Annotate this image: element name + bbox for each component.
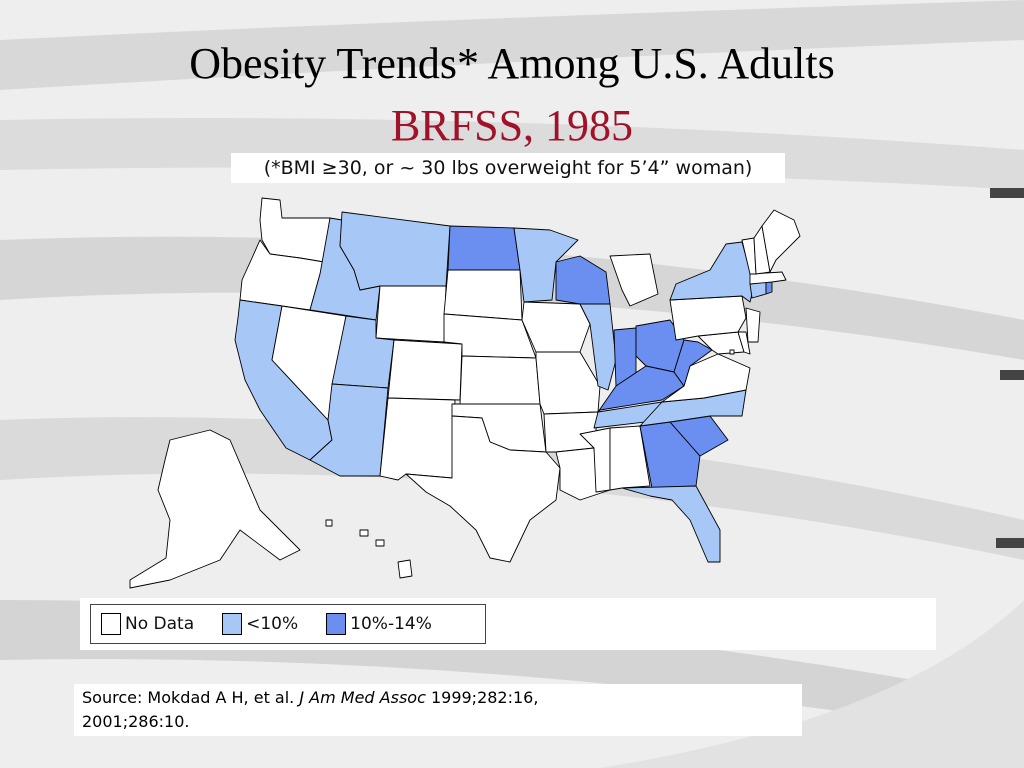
state-me — [761, 209, 801, 273]
legend-swatch-no-data — [101, 613, 121, 635]
state-nm — [379, 397, 456, 481]
state-mo — [535, 351, 601, 415]
state-ct — [749, 281, 767, 299]
legend-label-10-14: 10%-14% — [350, 614, 432, 634]
state-va — [661, 353, 751, 403]
state-fl — [621, 485, 721, 563]
slide-title-year: BRFSS, 1985 — [390, 101, 634, 150]
legend-label-lt10: <10% — [246, 614, 299, 634]
state-hi — [325, 519, 413, 579]
state-sd — [443, 269, 523, 321]
legend-item-no-data: No Data — [101, 613, 194, 635]
legend-item-10-14: 10%-14% — [326, 613, 432, 635]
slide-title: Obesity Trends* Among U.S. Adults — [189, 39, 835, 88]
source-citation: Source: Mokdad A H, et al. J Am Med Asso… — [74, 684, 802, 736]
state-wi — [555, 255, 611, 305]
state-mt — [339, 211, 451, 291]
state-ri — [765, 281, 773, 295]
state-mn — [513, 227, 579, 303]
state-ms — [579, 427, 611, 493]
state-ks — [459, 355, 541, 405]
state-ma — [749, 271, 787, 285]
state-il — [579, 303, 617, 391]
state-nd — [447, 225, 521, 271]
source-suffix: 1999;282:16, — [425, 688, 539, 707]
state-mi — [609, 253, 659, 307]
state-ak — [129, 429, 301, 589]
legend-item-lt10: <10% — [222, 613, 298, 635]
state-dc — [729, 349, 735, 355]
state-tx — [405, 415, 561, 563]
state-ia — [521, 301, 591, 353]
state-nj — [745, 307, 761, 343]
legend-label-no-data: No Data — [125, 614, 195, 634]
state-de — [737, 331, 751, 355]
source-prefix: Source: Mokdad A H, et al. — [82, 688, 300, 707]
legend: No Data <10% 10%-14% — [90, 604, 486, 644]
state-wy — [375, 285, 447, 343]
state-az — [309, 383, 389, 477]
bmi-definition-note: (*BMI ≥30, or ~ 30 lbs overweight for 5’… — [231, 153, 785, 183]
state-al — [609, 425, 651, 491]
state-co — [387, 339, 463, 401]
us-state-map — [129, 197, 801, 589]
us-state-map-panel — [110, 190, 830, 590]
legend-swatch-10-14 — [326, 613, 347, 635]
legend-panel: No Data <10% 10%-14% — [80, 598, 936, 650]
source-line2: 2001;286:10. — [82, 712, 190, 731]
state-wa — [259, 197, 331, 263]
legend-swatch-lt10 — [222, 613, 243, 635]
state-ny — [669, 241, 755, 303]
source-journal: J Am Med Assoc — [299, 688, 426, 707]
